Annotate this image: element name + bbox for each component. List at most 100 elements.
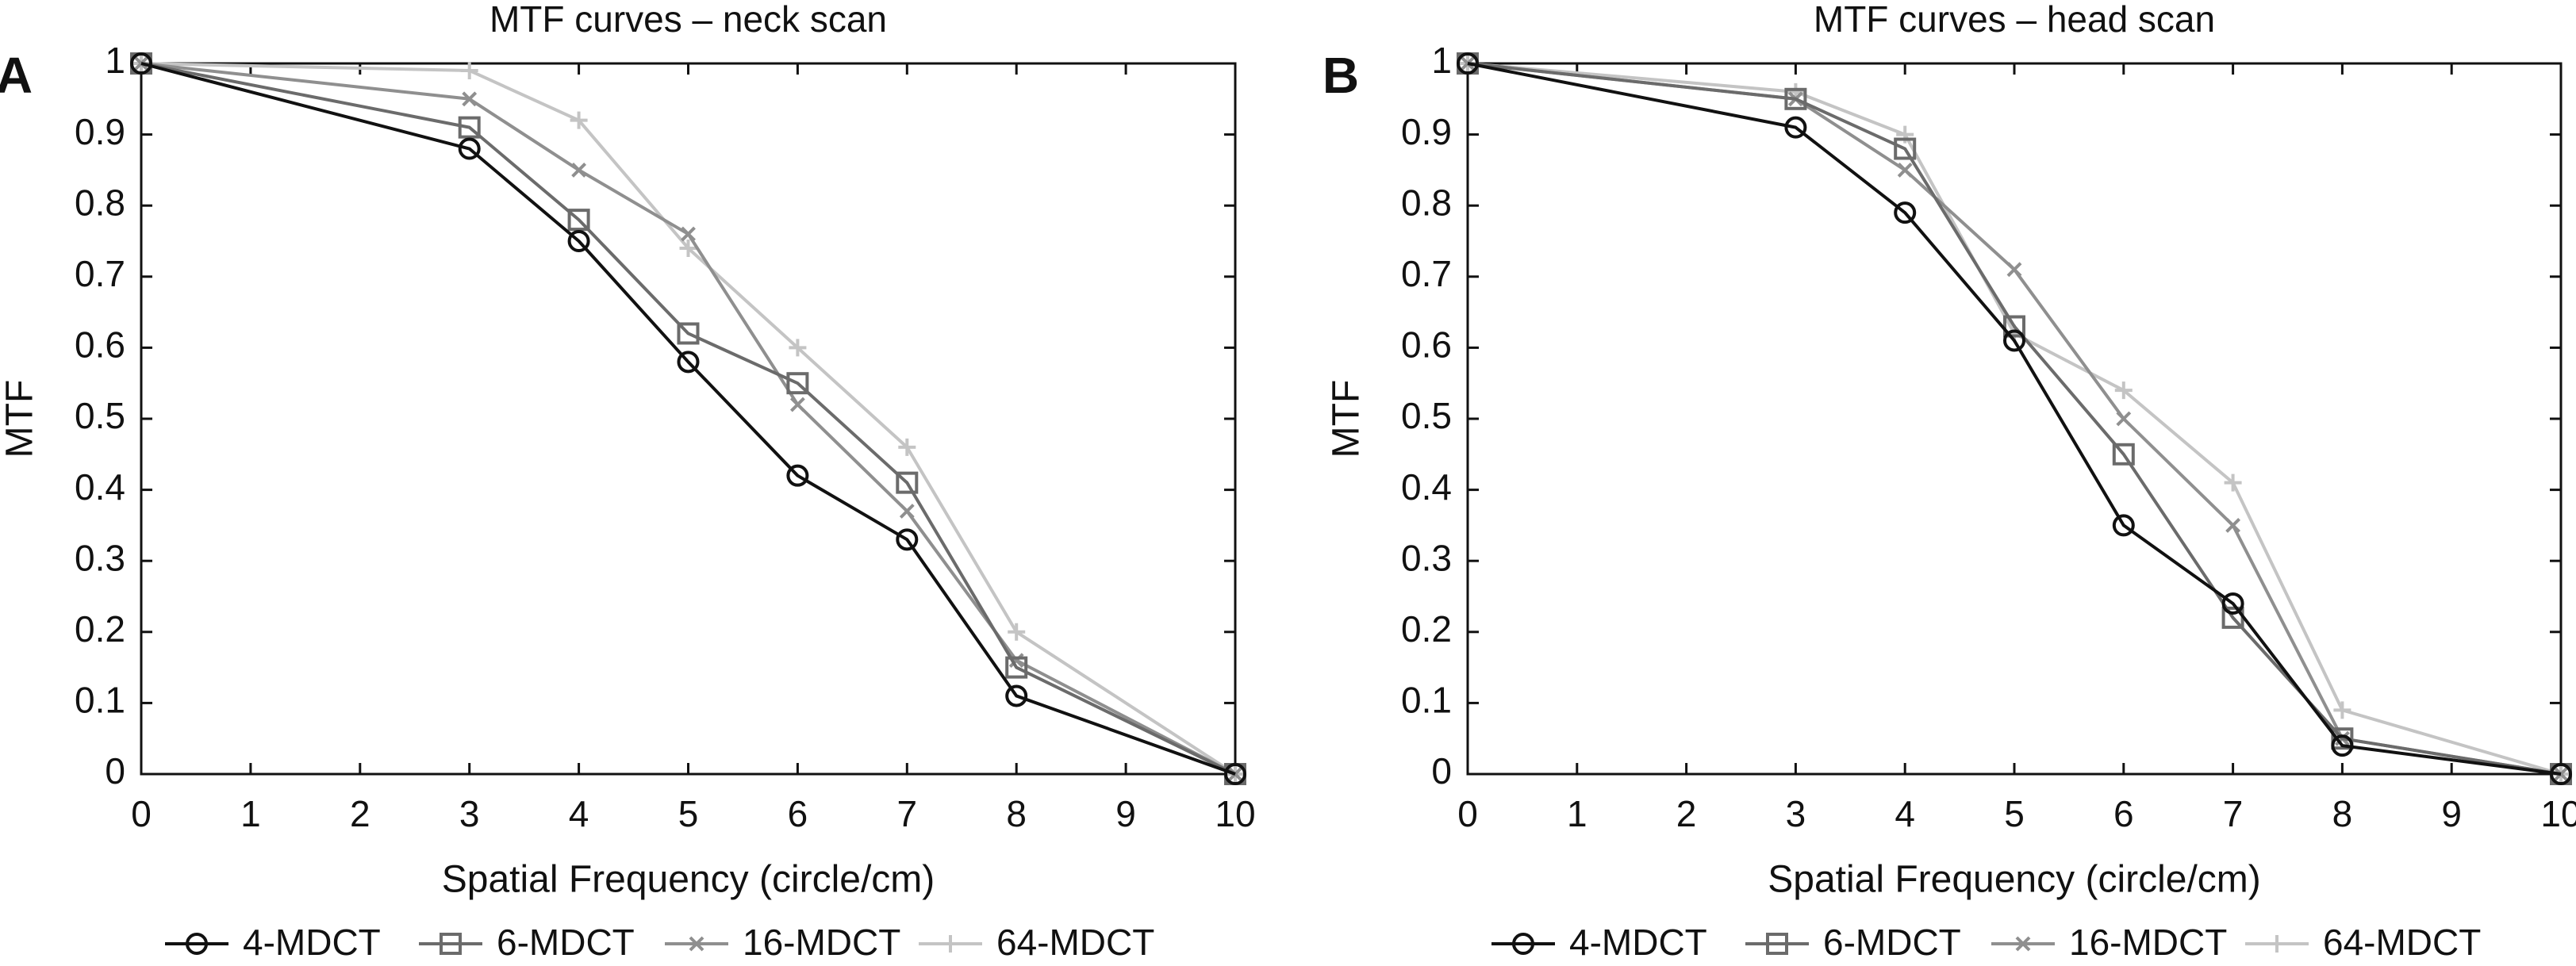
x-axis-label: Spatial Frequency (circle/cm) — [1768, 859, 2261, 901]
y-tick-label: 0.6 — [1401, 324, 1452, 366]
legend-marker-shape — [2015, 936, 2031, 952]
data-point-6-mdct — [2331, 727, 2354, 750]
legend-label: 16-MDCT — [743, 922, 900, 963]
data-point-6-mdct-shape — [458, 116, 481, 139]
y-tick-label: 0.5 — [75, 395, 125, 436]
data-point-16-mdct — [681, 226, 696, 242]
data-point-4-mdct-shape — [458, 137, 481, 160]
x-tick-label: 9 — [1115, 793, 1136, 834]
x-tick-label: 2 — [350, 793, 370, 834]
data-point-16-mdct-shape — [2225, 517, 2241, 533]
series-4-mdct — [130, 52, 1246, 785]
data-point-64-mdct — [1008, 623, 1026, 641]
data-point-64-mdct — [679, 239, 697, 257]
x-tick-label: 2 — [1676, 793, 1697, 834]
series-line-4-mdct — [140, 62, 1236, 776]
panel-label: B — [1323, 47, 1359, 104]
legend-marker-shape — [2268, 935, 2286, 953]
legend-item-6-mdct: 6-MDCT — [419, 922, 635, 963]
data-point-4-mdct-shape — [1005, 684, 1028, 707]
x-tick-label: 5 — [2004, 793, 2025, 834]
data-point-64-mdct-shape — [898, 438, 916, 456]
data-point-4-mdct — [2550, 763, 2572, 785]
data-point-16-mdct — [2225, 517, 2241, 533]
data-point-4-mdct — [1457, 52, 1479, 75]
y-tick-label: 0.4 — [1401, 466, 1452, 508]
data-point-6-mdct — [567, 209, 590, 232]
data-point-4-mdct-shape — [1894, 201, 1917, 224]
data-point-6-mdct — [896, 471, 919, 494]
data-point-4-mdct — [458, 137, 481, 160]
data-point-4-mdct-shape — [2112, 514, 2135, 537]
series-line-6-mdct — [1467, 62, 2562, 776]
x-tick-label: 1 — [240, 793, 261, 834]
data-point-4-mdct-shape — [1784, 116, 1807, 139]
x-tick-label: 8 — [2332, 793, 2353, 834]
data-point-6-mdct — [2003, 315, 2025, 338]
data-point-4-mdct-shape — [567, 230, 590, 252]
data-point-6-mdct-shape — [1784, 87, 1807, 110]
x-tick-label: 6 — [2113, 793, 2134, 834]
data-point-16-mdct — [571, 162, 587, 178]
data-point-6-mdct — [458, 116, 481, 139]
legend-marker — [1512, 933, 1534, 955]
x-tick-label: 10 — [1215, 793, 1255, 834]
y-tick-label: 0.3 — [1401, 537, 1452, 578]
data-point-6-mdct-shape — [786, 372, 809, 395]
legend-item-6-mdct: 6-MDCT — [1745, 922, 1961, 963]
data-point-4-mdct — [677, 351, 700, 374]
legend-marker — [2268, 935, 2286, 953]
data-point-4-mdct-shape — [2550, 763, 2572, 785]
legend-marker-shape — [440, 933, 462, 955]
data-point-64-mdct-shape — [679, 239, 697, 257]
data-point-4-mdct — [2221, 592, 2244, 615]
data-point-6-mdct-shape — [2331, 727, 2354, 750]
x-tick-label: 6 — [788, 793, 808, 834]
series-line-4-mdct — [1467, 62, 2562, 776]
legend-label: 64-MDCT — [2323, 922, 2481, 963]
data-point-64-mdct-shape — [570, 111, 588, 129]
data-point-6-mdct-shape — [677, 322, 700, 345]
data-point-4-mdct — [1224, 763, 1246, 785]
series-line-64-mdct — [140, 62, 1237, 776]
legend-marker-shape — [1766, 933, 1788, 955]
data-point-6-mdct — [786, 372, 809, 395]
chart-title: MTF curves – neck scan — [489, 0, 887, 40]
series-64-mdct — [1459, 55, 2570, 783]
y-tick-label: 0.6 — [75, 324, 125, 366]
data-point-4-mdct — [1005, 684, 1028, 707]
legend-marker-shape — [942, 935, 959, 953]
legend-label: 6-MDCT — [1823, 922, 1961, 963]
legend-item-16-mdct: 16-MDCT — [1991, 922, 2227, 963]
legend-marker — [942, 935, 959, 953]
panel-label: A — [0, 47, 33, 104]
legend-label: 16-MDCT — [2069, 922, 2227, 963]
y-tick-label: 0.7 — [1401, 253, 1452, 294]
y-axis-label: MTF — [0, 380, 41, 458]
x-tick-label: 8 — [1006, 793, 1027, 834]
y-tick-label: 0.7 — [75, 253, 125, 294]
data-point-4-mdct-shape — [2221, 592, 2244, 615]
data-point-64-mdct — [898, 438, 916, 456]
x-tick-label: 9 — [2441, 793, 2462, 834]
legend-marker — [440, 933, 462, 955]
legend-marker — [1766, 933, 1788, 955]
chart-panel-b: B MTF curves – head scan 0 1 2 3 4 5 6 7 8 9 10 0 0.1 0… — [1323, 0, 2576, 963]
data-point-4-mdct — [2112, 514, 2135, 537]
x-tick-label: 1 — [1567, 793, 1587, 834]
data-point-4-mdct — [786, 464, 809, 487]
data-point-4-mdct-shape — [130, 52, 152, 75]
x-tick-label: 3 — [1786, 793, 1806, 834]
y-tick-label: 0.8 — [1401, 182, 1452, 223]
y-tick-label: 0.3 — [75, 537, 125, 578]
data-point-4-mdct — [1784, 116, 1807, 139]
data-point-6-mdct — [2112, 443, 2135, 466]
x-tick-label: 0 — [1457, 793, 1478, 834]
data-point-4-mdct-shape — [1224, 763, 1246, 785]
y-tick-label: 0.9 — [75, 111, 125, 152]
series-6-mdct — [130, 52, 1246, 785]
data-point-6-mdct — [677, 322, 700, 345]
data-point-64-mdct-shape — [2224, 473, 2242, 492]
data-point-16-mdct-shape — [789, 397, 805, 412]
y-tick-label: 0.4 — [75, 466, 125, 508]
